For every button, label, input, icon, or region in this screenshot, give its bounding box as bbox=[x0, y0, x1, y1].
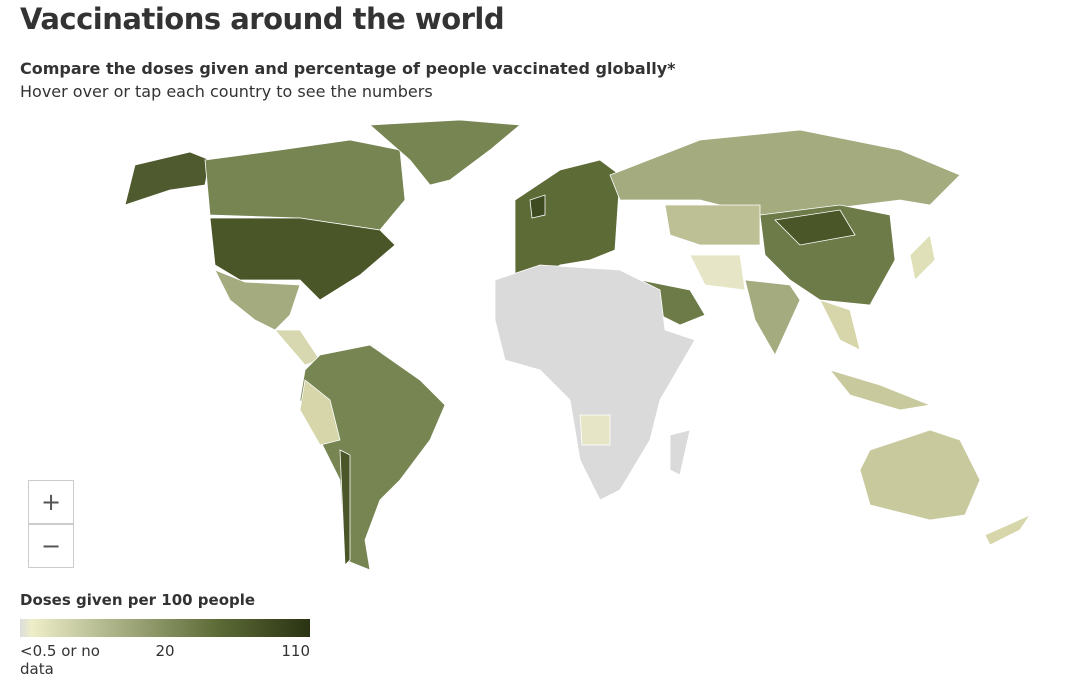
country[interactable] bbox=[984, 514, 1032, 546]
title: Vaccinations around the world bbox=[20, 2, 505, 36]
country[interactable] bbox=[828, 369, 932, 411]
subtitle: Compare the doses given and percentage o… bbox=[20, 59, 676, 78]
country[interactable] bbox=[744, 279, 801, 356]
country[interactable] bbox=[859, 429, 981, 521]
legend-label: <0.5 or no data bbox=[20, 642, 100, 678]
country[interactable] bbox=[819, 299, 861, 351]
country[interactable] bbox=[689, 254, 746, 291]
country[interactable] bbox=[209, 217, 396, 301]
country[interactable] bbox=[774, 209, 856, 246]
legend-gradient bbox=[20, 619, 310, 637]
country[interactable] bbox=[579, 414, 611, 446]
country[interactable] bbox=[204, 139, 406, 231]
country[interactable] bbox=[664, 204, 761, 246]
instruction: Hover over or tap each country to see th… bbox=[20, 82, 433, 101]
zoom-out-button[interactable]: − bbox=[28, 524, 74, 568]
country[interactable] bbox=[514, 159, 621, 281]
legend-label: 110 bbox=[281, 642, 310, 660]
country[interactable] bbox=[299, 344, 446, 571]
country[interactable] bbox=[529, 194, 546, 219]
legend-title: Doses given per 100 people bbox=[20, 591, 256, 609]
country[interactable] bbox=[339, 449, 351, 566]
country[interactable] bbox=[669, 429, 691, 476]
country[interactable] bbox=[909, 234, 936, 281]
country[interactable] bbox=[494, 264, 696, 501]
country[interactable] bbox=[609, 129, 961, 216]
country[interactable] bbox=[124, 151, 211, 206]
country[interactable] bbox=[274, 329, 321, 366]
country[interactable] bbox=[214, 269, 301, 331]
legend-label: 20 bbox=[155, 642, 175, 660]
world-map[interactable] bbox=[0, 110, 1080, 580]
country[interactable] bbox=[368, 119, 522, 186]
zoom-in-button[interactable]: + bbox=[28, 480, 74, 524]
country[interactable] bbox=[299, 379, 341, 446]
